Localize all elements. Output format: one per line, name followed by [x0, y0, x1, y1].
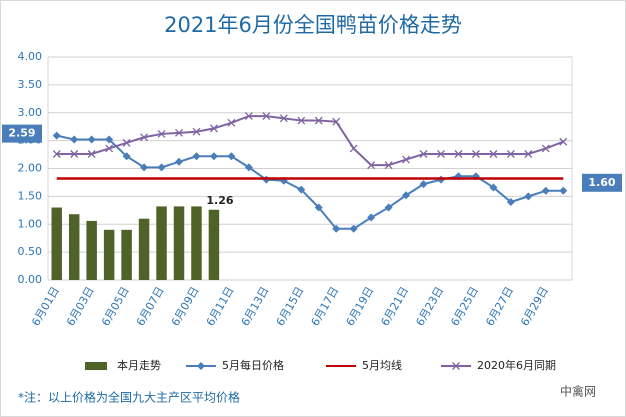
legend-label: 2020年6月同期 — [477, 358, 556, 372]
line-marker — [157, 129, 166, 138]
data-label-box — [582, 173, 622, 192]
line-marker — [314, 116, 323, 125]
line-marker — [332, 117, 341, 126]
line-marker — [297, 185, 306, 194]
line-marker — [140, 133, 149, 142]
line-marker — [559, 186, 568, 195]
bar — [86, 220, 97, 280]
line-marker — [349, 224, 358, 233]
legend-label: 5月每日价格 — [222, 358, 284, 372]
y-tick-label: 4.00 — [18, 50, 43, 63]
line-marker — [122, 138, 131, 147]
line-marker — [454, 150, 463, 158]
bar — [103, 229, 115, 280]
line-marker — [402, 155, 411, 164]
y-tick-label: 0.00 — [18, 273, 43, 286]
line-marker — [87, 150, 96, 158]
line-marker — [140, 163, 149, 172]
line-marker — [471, 150, 480, 158]
line-marker — [209, 152, 218, 161]
legend-swatch — [85, 362, 107, 370]
y-tick-label: 3.00 — [18, 106, 43, 119]
bar — [138, 218, 150, 280]
y-tick-label: 2.00 — [18, 162, 43, 175]
line — [56, 115, 564, 167]
line-marker — [541, 144, 550, 153]
line-marker — [52, 150, 61, 158]
line-marker — [157, 163, 166, 172]
legend-label: 5月均线 — [362, 358, 402, 372]
bar — [191, 206, 202, 280]
bar — [68, 214, 80, 280]
line-marker — [332, 224, 341, 233]
line-marker — [70, 150, 79, 158]
bar — [156, 206, 167, 280]
line-marker — [192, 152, 201, 161]
line-marker — [192, 127, 201, 136]
y-tick-label: 1.00 — [18, 217, 43, 230]
line-marker — [175, 157, 183, 166]
line-marker — [122, 152, 131, 161]
chart-title: 2021年6月份全国鸭苗价格走势 — [164, 13, 462, 37]
line-marker — [384, 203, 393, 212]
bar — [121, 229, 132, 280]
line-marker — [244, 112, 253, 121]
legend-label: 本月走势 — [117, 358, 161, 372]
data-label-box — [2, 124, 42, 143]
line-marker — [297, 116, 306, 125]
line-marker — [384, 161, 393, 170]
line-marker — [105, 144, 114, 153]
line-marker — [279, 114, 288, 123]
line-marker — [70, 135, 79, 144]
line-marker — [506, 150, 515, 158]
line-marker — [489, 150, 498, 158]
line-marker — [197, 362, 205, 370]
line-marker — [175, 128, 183, 137]
line-marker — [87, 135, 96, 144]
line-marker — [524, 192, 533, 201]
footnote: *注：以上价格为全国九大主产区平均价格 — [18, 390, 240, 405]
data-label: 1.60 — [588, 176, 615, 189]
line-marker — [262, 112, 271, 121]
line-marker — [349, 144, 358, 153]
data-label: 2.59 — [8, 127, 35, 140]
data-label: 1.26 — [206, 194, 233, 207]
watermark: 中禽网 — [560, 384, 596, 399]
line-marker — [105, 135, 114, 144]
y-tick-label: 0.50 — [18, 245, 43, 258]
bar — [173, 206, 185, 280]
line-marker — [489, 183, 498, 192]
line-marker — [244, 163, 253, 172]
line-marker — [419, 180, 428, 189]
bar — [208, 209, 220, 280]
y-tick-label: 1.50 — [18, 189, 43, 202]
line-marker — [402, 191, 411, 200]
line-marker — [559, 137, 568, 146]
line-marker — [227, 118, 236, 127]
line-marker — [524, 150, 533, 158]
bar — [51, 207, 62, 280]
line-marker — [506, 197, 515, 206]
line-marker — [541, 186, 550, 195]
line-marker — [419, 150, 428, 158]
line-marker — [52, 131, 61, 140]
line-marker — [367, 213, 376, 222]
line-marker — [209, 124, 218, 133]
line-marker — [367, 161, 376, 170]
y-tick-label: 3.50 — [18, 78, 43, 91]
line-marker — [437, 150, 445, 158]
line-marker — [452, 362, 460, 370]
line-marker — [314, 203, 323, 212]
line-marker — [227, 152, 236, 161]
